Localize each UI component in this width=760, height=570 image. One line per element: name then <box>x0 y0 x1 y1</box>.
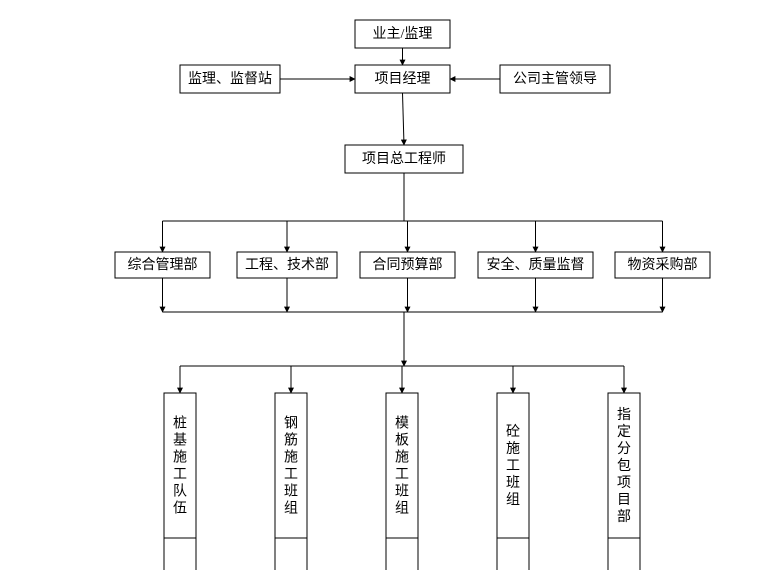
node-label-d4: 安全、质量监督 <box>487 256 585 273</box>
node-label-d5: 物资采购部 <box>628 257 698 273</box>
node-pm: 项目经理 <box>355 65 450 93</box>
node-t4: 砼施工班组 <box>497 393 529 538</box>
node-label-pm: 项目经理 <box>375 71 431 87</box>
node-d4: 安全、质量监督 <box>478 252 593 278</box>
node-label-chief: 项目总工程师 <box>362 151 446 167</box>
node-chief: 项目总工程师 <box>345 145 463 173</box>
node-supervise: 监理、监督站 <box>180 65 280 93</box>
node-d1: 综合管理部 <box>115 252 210 278</box>
node-t1: 桩基施工队伍 <box>164 393 196 538</box>
node-label-t4: 砼施工班组 <box>506 424 520 508</box>
node-t3: 模板施工班组 <box>386 393 418 538</box>
node-label-d3: 合同预算部 <box>373 257 443 273</box>
node-t2: 钢筋施工班组 <box>275 393 307 538</box>
node-d3: 合同预算部 <box>360 252 455 278</box>
node-d2: 工程、技术部 <box>237 252 337 278</box>
node-label-d2: 工程、技术部 <box>245 257 329 273</box>
node-d5: 物资采购部 <box>615 252 710 278</box>
node-t5: 指定分包项目部 <box>608 393 640 538</box>
node-label-t5: 指定分包项目部 <box>617 407 631 525</box>
node-company: 公司主管领导 <box>500 65 610 93</box>
node-owner: 业主/监理 <box>355 20 450 48</box>
nodes: 业主/监理监理、监督站 项目经理 公司主管领导项目总工程师综合管理部 工程、技术部 合同… <box>115 20 710 538</box>
node-label-company: 公司主管领导 <box>513 71 597 87</box>
node-label-d1: 综合管理部 <box>128 257 198 273</box>
org-flowchart: 业主/监理监理、监督站 项目经理 公司主管领导项目总工程师综合管理部 工程、技术部 合同… <box>0 0 760 570</box>
node-label-supervise: 监理、监督站 <box>188 71 272 87</box>
node-label-owner: 业主/监理 <box>373 26 433 42</box>
